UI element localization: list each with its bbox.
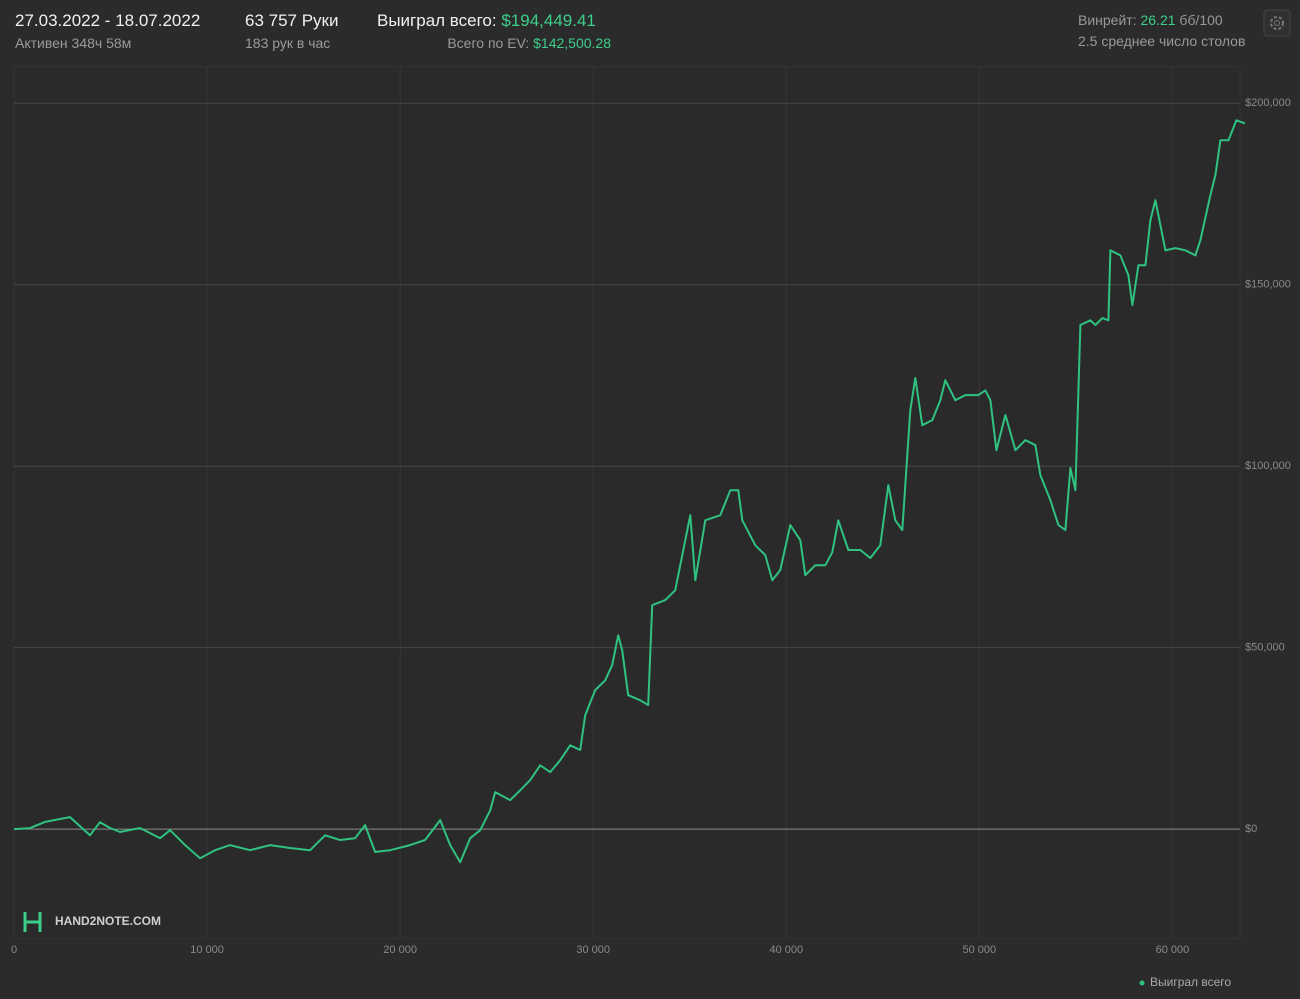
x-tick-label: 0 [11, 944, 17, 956]
logo-text: HAND2NOTE.COM [55, 914, 161, 928]
x-tick-label: 50 000 [963, 944, 997, 956]
series-line [13, 119, 1246, 864]
date-range: 27.03.2022 - 18.07.2022 [15, 11, 201, 30]
x-tick-label: 10 000 [190, 944, 224, 956]
y-tick-label: $100,000 [1245, 460, 1291, 472]
logo: HAND2NOTE.COM [23, 912, 161, 932]
x-tick-label: 60 000 [1156, 944, 1190, 956]
x-tick-label: 20 000 [383, 944, 417, 956]
label: Винрейт: [1078, 12, 1137, 28]
hands-per-hour: 183 рук в час [245, 35, 331, 51]
active-time: Активен 348ч 58м [15, 35, 132, 51]
y-tick-label: $200,000 [1245, 97, 1291, 109]
x-tick-label: 30 000 [576, 944, 610, 956]
unit: бб/100 [1179, 12, 1223, 28]
x-tick-label: 40 000 [769, 944, 803, 956]
winrate: Винрейт: 26.21 бб/100 [1078, 12, 1223, 28]
value: $194,449.41 [501, 11, 596, 30]
y-tick-label: $150,000 [1245, 279, 1291, 291]
value: 26.21 [1140, 12, 1176, 28]
legend-label: Выиграл всего [1150, 975, 1231, 989]
y-tick-label: $0 [1245, 823, 1257, 835]
plot-area [13, 66, 1241, 939]
won-total: Выиграл всего: $194,449.41 [377, 11, 596, 31]
legend-swatch [1139, 980, 1145, 986]
grid [13, 67, 1240, 938]
tables: 2.5 среднее число столов [1078, 33, 1246, 49]
value: $142,500.28 [533, 35, 611, 51]
label: Выиграл всего: [377, 11, 497, 30]
hands: 63 757 Руки [245, 11, 339, 30]
label: Всего по EV: [447, 35, 530, 51]
settings-button[interactable] [1263, 9, 1291, 37]
y-tick-label: $50,000 [1245, 642, 1285, 654]
ev-total: Всего по EV: $142,500.28 [447, 35, 611, 51]
